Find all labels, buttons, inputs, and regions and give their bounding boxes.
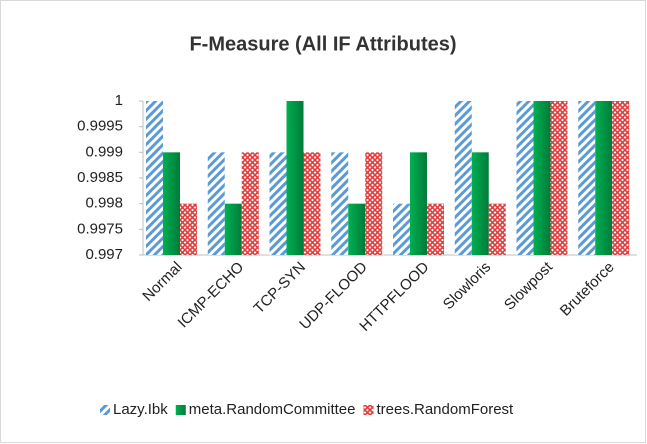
bar [533,101,551,255]
bar [224,203,242,255]
bar [303,152,321,255]
legend-label: Lazy.Ibk [113,401,168,418]
bar [331,152,349,255]
legend-swatch [363,405,374,415]
bar [612,101,630,255]
legend-swatch [100,405,110,415]
bar [578,101,596,255]
y-tick-label: 1 [115,92,123,109]
bar [427,203,444,255]
legend-swatch [175,405,186,415]
legend-label: meta.RandomCommittee [189,401,356,418]
y-tick-label: 0.998 [85,195,123,212]
y-tick-label: 0.997 [85,246,123,263]
bar [286,101,304,255]
y-tick-label: 0.9975 [77,220,123,237]
bar [269,152,287,255]
bar [488,203,506,255]
y-tick-label: 0.999 [85,143,123,160]
bar [550,101,568,255]
bar [348,203,366,255]
bar [207,152,225,255]
bar [146,101,163,255]
chart-title: F-Measure (All IF Attributes) [189,33,456,55]
bar [516,101,534,255]
bar [365,152,383,255]
y-tick-label: 0.9985 [77,169,123,186]
bar [454,101,472,255]
bar [595,101,613,255]
bar [410,152,427,255]
bar [393,203,410,255]
y-tick-label: 0.9995 [77,118,123,135]
bar [471,152,489,255]
bar [180,203,197,255]
legend-label: trees.RandomForest [376,401,514,418]
bar [163,152,180,255]
bar [241,152,259,255]
